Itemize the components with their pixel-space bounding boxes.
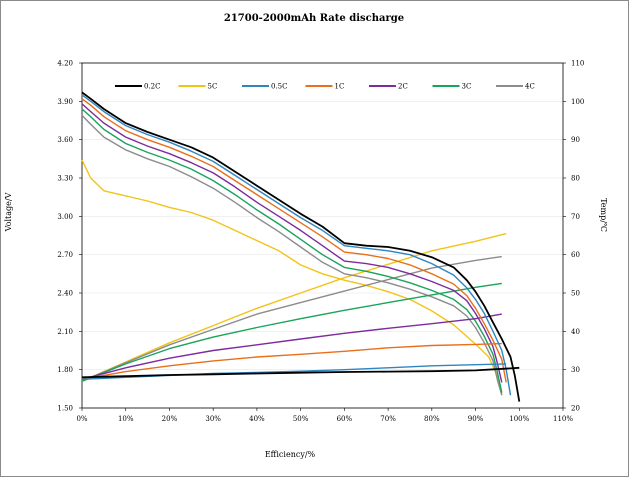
x-axis-label: Efficiency/%	[265, 450, 316, 459]
legend-label: 2C	[398, 83, 408, 91]
y2-tick-label: 110	[571, 60, 584, 68]
series-3C-voltage-line	[81, 108, 503, 393]
y2-tick-label: 100	[571, 98, 584, 106]
series-4C-temp-line	[81, 255, 502, 382]
x-tick-label: 70%	[380, 415, 396, 423]
y-tick-label: 3.30	[57, 175, 73, 183]
x-tick-label: 0%	[76, 415, 87, 423]
x-tick-label: 80%	[424, 415, 440, 423]
y-tick-label: 4.20	[57, 60, 73, 68]
y2-tick-label: 60	[571, 251, 580, 259]
series-4C-voltage-line	[81, 114, 503, 396]
y2-tick-label: 40	[571, 328, 580, 336]
y2-tick-label: 30	[571, 366, 580, 374]
series-5C-voltage-line	[81, 159, 503, 396]
y-tick-label: 2.70	[57, 251, 73, 259]
y-tick-label: 1.80	[57, 366, 73, 374]
x-axis-ticks: 0% 10% 20% 30% 40% 50% 60% 70% 80% 90% 100% 110%	[76, 408, 573, 423]
series-lines	[81, 91, 521, 402]
legend-label: 4C	[525, 83, 535, 91]
x-tick-label: 20%	[162, 415, 178, 423]
chart-title: 21700-2000mAh Rate discharge	[224, 13, 404, 24]
series-2C-temp-line	[81, 313, 502, 380]
series-0.2C-temp-line	[81, 366, 520, 379]
series-3C-temp-line	[81, 282, 502, 382]
y-axis-label: Voltage/V	[4, 192, 13, 232]
series-1C-voltage-line	[81, 98, 507, 383]
plot-area	[81, 62, 564, 409]
series-0.5C-voltage-line	[81, 94, 512, 396]
y-axis-ticks: 1.50 1.80 2.10 2.40 2.70 3.00 3.30 3.60 3.90 4.20	[57, 60, 82, 413]
y2-tick-label: 90	[571, 136, 580, 144]
y-tick-label: 3.90	[57, 98, 73, 106]
legend-label: 0.5C	[271, 83, 288, 91]
x-tick-label: 40%	[249, 415, 265, 423]
series-1C-temp-line	[81, 342, 502, 380]
legend: 0.2C 5C 0.5C 1C 2C 3C 4C	[115, 83, 535, 91]
legend-label: 1C	[335, 83, 345, 91]
y2-axis-label: Temp/℃	[599, 198, 608, 232]
y-tick-label: 1.50	[57, 405, 73, 413]
x-tick-label: 100%	[509, 415, 529, 423]
y2-tick-label: 20	[571, 405, 580, 413]
x-tick-label: 30%	[205, 415, 221, 423]
legend-label: 5C	[208, 83, 218, 91]
y2-tick-label: 80	[571, 175, 580, 183]
x-tick-label: 50%	[293, 415, 309, 423]
series-2C-voltage-line	[81, 103, 503, 383]
y2-tick-label: 50	[571, 290, 580, 298]
legend-label: 0.2C	[144, 83, 161, 91]
y-tick-label: 3.00	[57, 213, 73, 221]
y-tick-label: 2.40	[57, 290, 73, 298]
x-tick-label: 90%	[468, 415, 484, 423]
x-tick-label: 10%	[118, 415, 134, 423]
y2-axis-ticks: 20 30 40 50 60 70 80 90 100 110	[563, 60, 584, 413]
y2-tick-label: 70	[571, 213, 580, 221]
series-5C-temp-line	[81, 232, 507, 382]
series-0.2C-voltage-line	[81, 91, 521, 402]
y-tick-label: 3.60	[57, 136, 73, 144]
x-tick-label: 110%	[553, 415, 573, 423]
x-tick-label: 60%	[337, 415, 353, 423]
y-tick-label: 2.10	[57, 328, 73, 336]
legend-label: 3C	[462, 83, 472, 91]
